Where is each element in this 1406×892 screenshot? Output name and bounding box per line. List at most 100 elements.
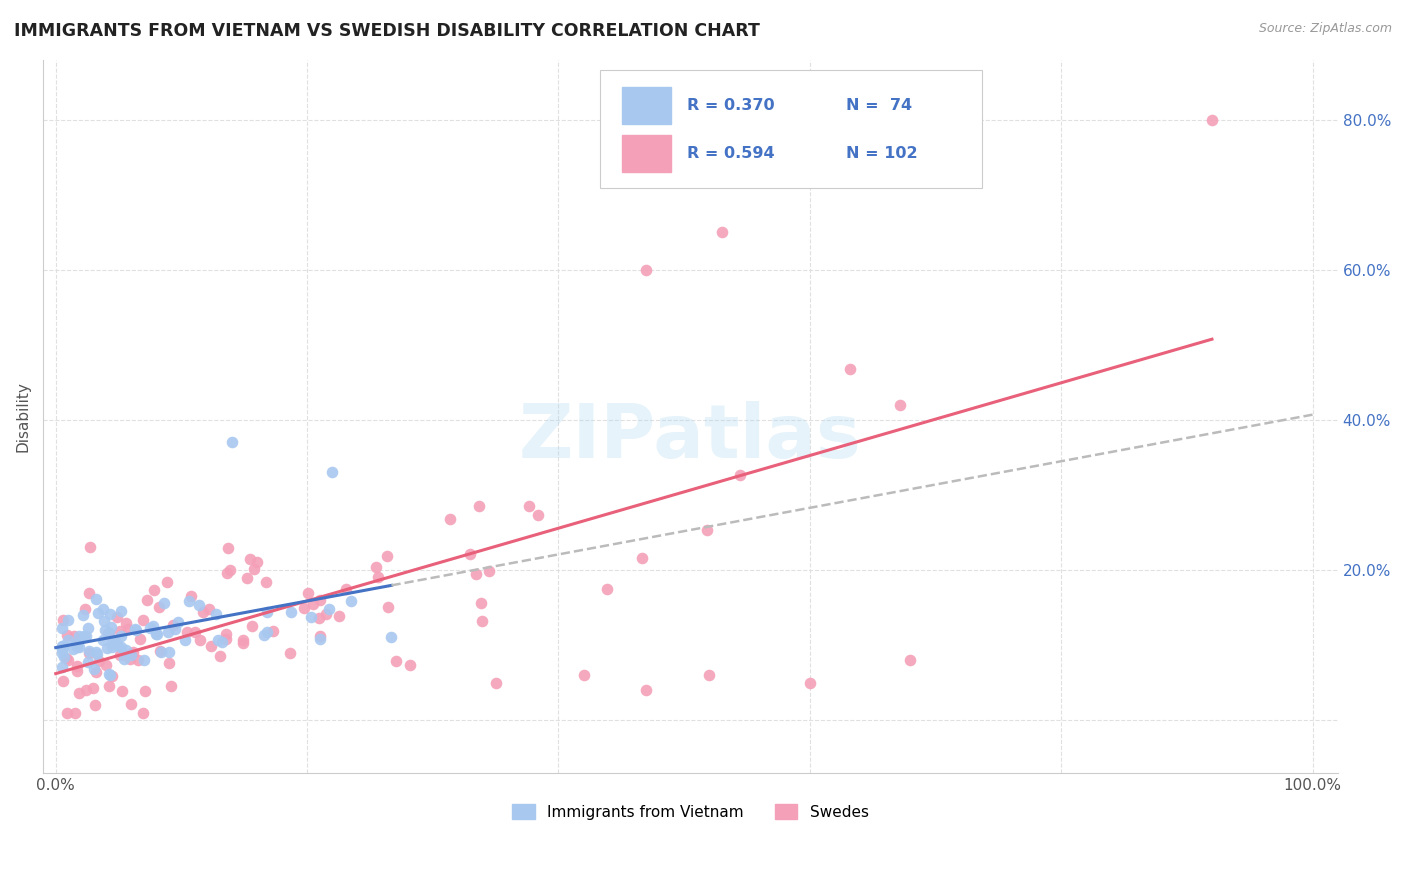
FancyBboxPatch shape: [600, 70, 981, 188]
Point: [148, 600, 170, 615]
Point: [56, 706, 79, 720]
Point: [728, 468, 751, 483]
Point: [200, 639, 222, 653]
Point: [471, 614, 494, 628]
Point: [309, 592, 332, 607]
Point: [93, 623, 115, 637]
Point: [84, 665, 107, 680]
Point: [335, 582, 357, 596]
Point: [308, 611, 330, 625]
Point: [375, 549, 398, 563]
Point: [280, 647, 302, 661]
Text: N = 102: N = 102: [846, 146, 917, 161]
Point: [188, 599, 211, 613]
Point: [114, 648, 136, 663]
Point: [1201, 112, 1223, 127]
Point: [56, 653, 79, 667]
Point: [173, 632, 195, 647]
Point: [215, 632, 238, 646]
Point: [163, 622, 186, 636]
Point: [517, 499, 540, 513]
Point: [105, 638, 128, 652]
Point: [256, 606, 278, 620]
Point: [142, 583, 165, 598]
Point: [84, 592, 107, 607]
Point: [105, 609, 128, 624]
Point: [217, 541, 239, 555]
Point: [318, 601, 340, 615]
Point: [67, 686, 90, 700]
Point: [328, 608, 350, 623]
Point: [97, 666, 120, 681]
Point: [631, 550, 654, 565]
Bar: [621, 87, 671, 124]
Point: [232, 633, 254, 648]
Point: [280, 605, 302, 619]
Point: [67, 640, 90, 654]
Point: [153, 596, 176, 610]
Point: [63, 629, 86, 643]
Point: [120, 698, 142, 712]
Point: [193, 605, 215, 619]
Point: [83, 662, 105, 676]
Point: [636, 262, 658, 277]
Point: [65, 659, 87, 673]
Point: [125, 623, 148, 637]
Point: [242, 562, 264, 576]
Point: [56, 628, 79, 642]
Point: [100, 667, 122, 681]
Point: [468, 500, 491, 514]
Point: [470, 597, 492, 611]
Point: [149, 644, 172, 658]
Bar: [621, 135, 671, 172]
Point: [127, 653, 149, 667]
Point: [339, 593, 361, 607]
Point: [315, 607, 337, 621]
Point: [53, 649, 76, 664]
Point: [180, 589, 202, 603]
Point: [697, 668, 720, 682]
Point: [111, 684, 134, 698]
Point: [134, 653, 156, 667]
Point: [710, 225, 733, 239]
Point: [398, 657, 420, 672]
Point: [55, 651, 77, 665]
Point: [696, 523, 718, 537]
Point: [321, 466, 343, 480]
Point: [157, 645, 180, 659]
Point: [114, 643, 136, 657]
Point: [97, 626, 120, 640]
Point: [157, 656, 180, 670]
Point: [478, 564, 501, 578]
Point: [898, 653, 921, 667]
Point: [297, 585, 319, 599]
Point: [51, 646, 73, 660]
Point: [246, 555, 269, 569]
Point: [162, 617, 184, 632]
Point: [208, 649, 231, 664]
Point: [889, 398, 911, 412]
Point: [97, 679, 120, 693]
Point: [380, 631, 402, 645]
Point: [110, 604, 132, 618]
Point: [458, 547, 481, 561]
Text: ZIPatlas: ZIPatlas: [519, 401, 862, 474]
Point: [364, 559, 387, 574]
Point: [385, 654, 408, 668]
Point: [188, 633, 211, 648]
Point: [89, 654, 111, 668]
Point: [156, 625, 179, 640]
Point: [124, 622, 146, 636]
Point: [294, 601, 316, 615]
Point: [120, 648, 142, 662]
Point: [115, 615, 138, 630]
Point: [239, 552, 262, 566]
Point: [112, 651, 135, 665]
Point: [527, 508, 550, 522]
Point: [377, 599, 399, 614]
Point: [139, 621, 162, 635]
Point: [94, 658, 117, 673]
Point: [77, 646, 100, 660]
Point: [240, 619, 263, 633]
Text: Source: ZipAtlas.com: Source: ZipAtlas.com: [1258, 22, 1392, 36]
